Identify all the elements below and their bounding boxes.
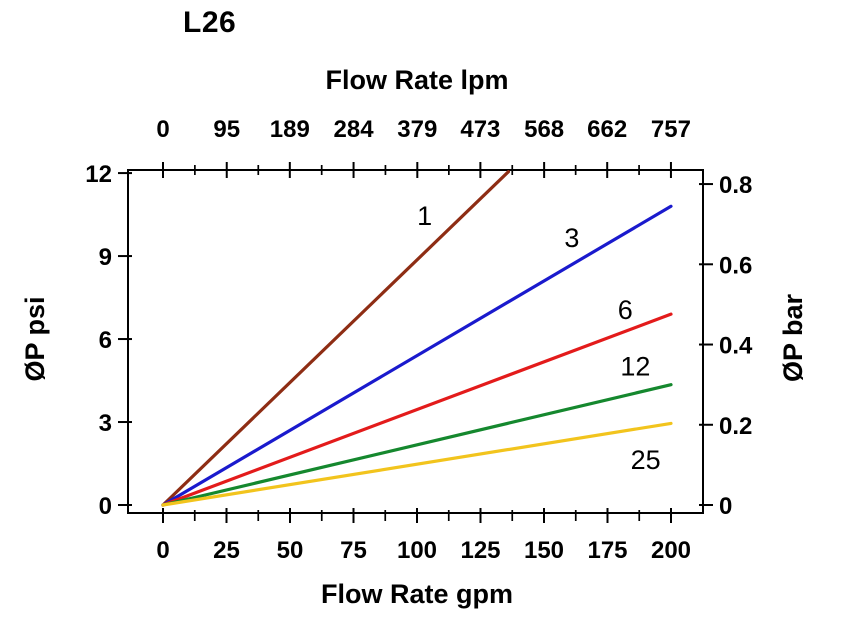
top-axis-tick-label: 189 (270, 116, 310, 143)
x-axis-tick-label: 50 (277, 537, 304, 564)
series-line-12 (161, 383, 673, 507)
plot-frame (127, 169, 704, 514)
x-axis-tick-label: 175 (587, 537, 627, 564)
top-axis-tick-label: 379 (397, 116, 437, 143)
chart-title: L26 (183, 6, 237, 39)
series-label-6: 6 (618, 295, 633, 325)
series-line-1 (161, 170, 511, 507)
x-axis-tick-label: 75 (340, 537, 367, 564)
y-axis-tick-label: 12 (85, 161, 112, 188)
y-axis-title: ØP psi (20, 296, 50, 381)
x-axis-tick-label: 200 (651, 537, 691, 564)
top-axis-title: Flow Rate lpm (325, 65, 508, 95)
y-axis-tick-label: 3 (99, 410, 112, 437)
right-axis-tick-label: 0.2 (719, 413, 752, 440)
x-axis-tick-label: 125 (460, 537, 500, 564)
x-axis-tick-label: 25 (213, 537, 240, 564)
series-label-3: 3 (564, 223, 579, 253)
series-label-12: 12 (620, 352, 650, 382)
series-label-25: 25 (631, 445, 661, 475)
right-axis-tick-label: 0.8 (719, 172, 752, 199)
y-axis-tick-label: 9 (99, 244, 112, 271)
x-axis-tick-label: 150 (524, 537, 564, 564)
top-axis-tick-label: 473 (460, 116, 500, 143)
series-label-1: 1 (417, 201, 432, 231)
x-axis-tick-label: 0 (156, 537, 169, 564)
top-axis-tick-label: 757 (651, 116, 691, 143)
top-axis-tick-label: 284 (334, 116, 375, 143)
y-axis-tick-label: 6 (99, 327, 112, 354)
series-line-3 (161, 204, 673, 507)
top-axis-tick-label: 568 (524, 116, 564, 143)
top-axis-tick-label: 0 (156, 116, 169, 143)
right-axis-tick-label: 0.6 (719, 252, 752, 279)
x-axis-tick-label: 100 (397, 537, 437, 564)
y-axis-tick-label: 0 (99, 493, 112, 520)
top-axis-tick-label: 95 (213, 116, 240, 143)
right-axis-tick-label: 0 (719, 493, 732, 520)
top-axis-tick-label: 662 (587, 116, 627, 143)
right-axis-tick-label: 0.4 (719, 333, 753, 360)
right-axis-title: ØP bar (778, 293, 808, 382)
series-line-6 (161, 312, 673, 507)
x-axis-title: Flow Rate gpm (321, 579, 513, 609)
series-line-25 (161, 421, 673, 507)
